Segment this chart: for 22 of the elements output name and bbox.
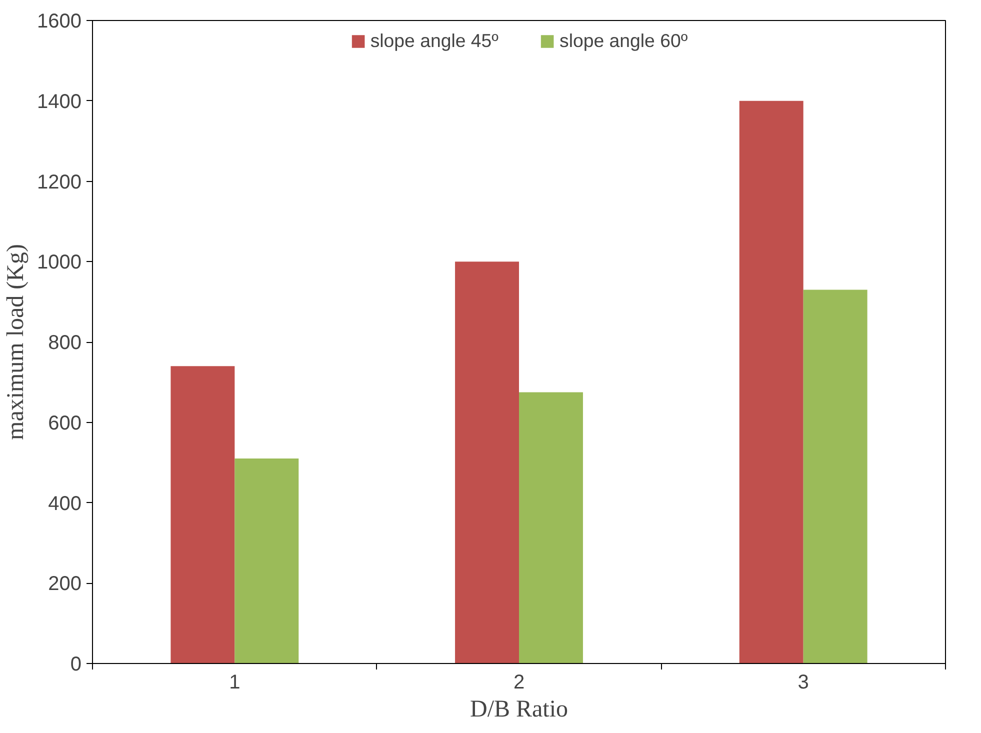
bar	[803, 290, 868, 664]
legend-label: slope angle 45º	[370, 30, 498, 52]
x-tick-label: 2	[513, 672, 525, 694]
y-tick-label: 0	[70, 654, 82, 676]
y-axis-title: maximum load (Kg)	[3, 244, 30, 440]
bar	[234, 458, 299, 664]
legend-label: slope angle 60º	[560, 30, 688, 52]
bar	[455, 262, 519, 664]
bar	[739, 100, 804, 664]
x-axis-title: D/B Ratio	[470, 696, 568, 722]
x-tick-label: 1	[229, 672, 240, 694]
y-tick-label: 200	[48, 573, 82, 596]
x-tick-label: 3	[798, 672, 809, 694]
y-tick-label: 1200	[37, 171, 82, 194]
bar	[519, 392, 583, 664]
bar	[170, 366, 235, 664]
y-tick-label: 1600	[37, 10, 82, 32]
y-tick-label: 1400	[37, 90, 82, 113]
y-tick-label: 800	[48, 332, 82, 354]
y-tick-label: 1000	[37, 252, 82, 274]
y-tick-label: 400	[48, 492, 82, 515]
y-tick-label: 600	[48, 412, 82, 434]
